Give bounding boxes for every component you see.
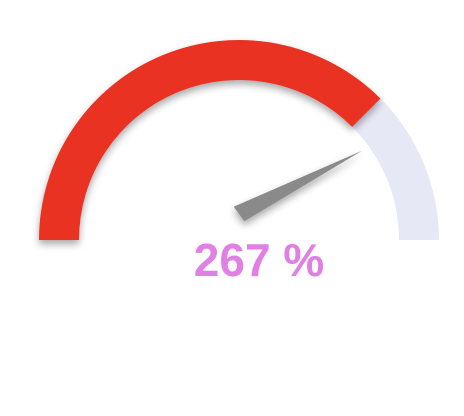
gauge-fill: [39, 40, 381, 241]
gauge-needle: [233, 150, 362, 222]
